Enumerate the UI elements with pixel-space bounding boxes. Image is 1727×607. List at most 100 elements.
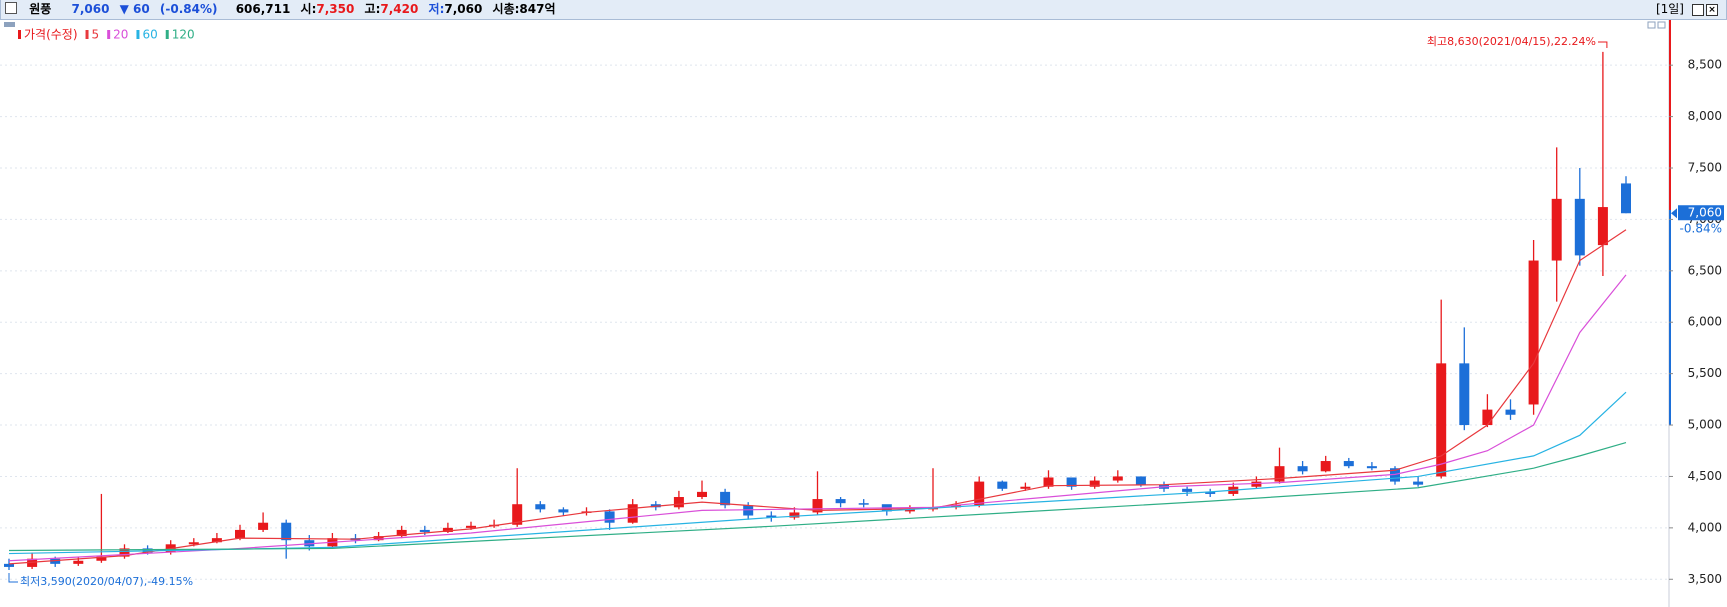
low: 7,060	[444, 2, 483, 16]
candle-body	[373, 536, 384, 541]
legend-swatch	[165, 30, 169, 39]
stock-name: 원풍	[29, 2, 52, 16]
y-tick-label: 5,000	[1688, 418, 1722, 432]
moving-average	[8, 391, 1627, 555]
candle-body	[858, 503, 869, 505]
candle-body	[835, 499, 846, 504]
legend-label: 20	[113, 28, 128, 42]
last-price-label: 7,060	[1688, 206, 1722, 220]
legend-swatch	[136, 30, 140, 39]
candle-body	[627, 504, 638, 523]
candle-body	[1320, 461, 1331, 472]
last-price-box	[1678, 205, 1724, 221]
candle-body	[188, 542, 199, 545]
candle-body	[96, 556, 107, 561]
candle-body	[673, 497, 684, 508]
candle-body	[812, 499, 823, 513]
candle-body	[4, 563, 14, 567]
candle-body	[997, 481, 1008, 489]
candle-body	[258, 522, 269, 530]
y-tick-label: 4,500	[1688, 469, 1722, 483]
candle-body	[1621, 183, 1631, 214]
candle-body	[119, 548, 130, 557]
candle-body	[1297, 466, 1308, 472]
panel-button[interactable]	[1647, 21, 1656, 29]
change-pct: (-0.84%)	[159, 2, 218, 16]
legend-swatch	[18, 30, 21, 39]
candle-body	[1205, 491, 1216, 494]
legend-label: 가격(수정)	[24, 28, 78, 42]
maximize-button[interactable]	[1692, 4, 1704, 16]
high-note-arrow	[1598, 41, 1608, 48]
y-tick-label: 8,000	[1688, 109, 1722, 123]
candle-body	[281, 522, 292, 541]
candle-body	[743, 505, 754, 516]
candle-body	[1089, 480, 1100, 487]
candle-body	[1135, 476, 1146, 485]
period[interactable]: [1일]	[1655, 2, 1684, 16]
candle-body	[1482, 409, 1493, 426]
y-tick-label: 6,000	[1688, 315, 1722, 329]
low-note: 최저3,590(2020/04/07),-49.15%	[20, 575, 193, 588]
last-pointer	[1671, 208, 1677, 219]
price: 7,060	[71, 2, 110, 16]
candle-body	[235, 529, 245, 539]
legend-swatch	[85, 30, 89, 39]
candle-body	[604, 511, 615, 523]
low-label: 저:	[428, 2, 445, 16]
candle-body	[466, 525, 476, 528]
candle-body	[1574, 198, 1585, 256]
candle-body	[419, 529, 430, 532]
y-tick-label: 4,000	[1688, 520, 1722, 534]
panel-icon	[4, 22, 15, 27]
legend: 가격(수정) 5 20 60 120	[18, 28, 195, 42]
candle-body	[535, 504, 546, 510]
candle-body	[1112, 476, 1123, 481]
candle-body	[512, 504, 523, 525]
candle-body	[50, 558, 61, 564]
candle-body	[904, 509, 915, 512]
header-bar: 원풍 7,060 ▼ 60 (-0.84%) 606,711 시:7,350 고…	[0, 0, 1727, 20]
candle-body	[1251, 481, 1262, 487]
candle-body	[766, 515, 777, 518]
candle-body	[27, 558, 38, 567]
candle-body	[396, 529, 407, 537]
y-tick-label: 3,500	[1688, 572, 1722, 586]
candle-body	[1182, 488, 1193, 492]
candle-body	[1343, 461, 1354, 467]
candle-body	[211, 538, 222, 543]
moving-average	[8, 274, 1627, 562]
legend-label: 5	[92, 28, 100, 42]
close-button[interactable]: ×	[1706, 4, 1718, 16]
high: 7,420	[380, 2, 419, 16]
candle-body	[1436, 363, 1447, 477]
open: 7,350	[316, 2, 355, 16]
checkbox[interactable]	[5, 2, 17, 14]
candle-body	[720, 491, 731, 506]
y-tick-label: 8,500	[1688, 58, 1722, 72]
low-note-arrow	[8, 573, 18, 583]
candle-body	[1413, 481, 1424, 485]
candle-body	[442, 527, 453, 532]
candle-body	[1274, 466, 1285, 482]
candle-body	[789, 512, 800, 518]
panel-button[interactable]	[1657, 21, 1666, 29]
candle-body	[697, 491, 707, 498]
high-note: 최고8,630(2021/04/15),22.24%	[1427, 35, 1596, 48]
volume: 606,711	[235, 2, 291, 16]
candle-body	[73, 560, 84, 564]
change: ▼ 60	[119, 2, 150, 16]
last-change-label: -0.84%	[1680, 222, 1722, 236]
candle-body	[974, 481, 985, 506]
legend-swatch	[107, 30, 111, 39]
candle-body	[1551, 198, 1562, 261]
candle-body	[1459, 363, 1470, 426]
candle-body	[1505, 409, 1516, 415]
open-label: 시:	[300, 2, 317, 16]
y-tick-label: 7,500	[1688, 161, 1722, 175]
legend-label: 60	[142, 28, 157, 42]
market-cap: 시총:847억	[492, 2, 556, 16]
y-tick-label: 6,500	[1688, 263, 1722, 277]
y-tick-label: 5,500	[1688, 366, 1722, 380]
